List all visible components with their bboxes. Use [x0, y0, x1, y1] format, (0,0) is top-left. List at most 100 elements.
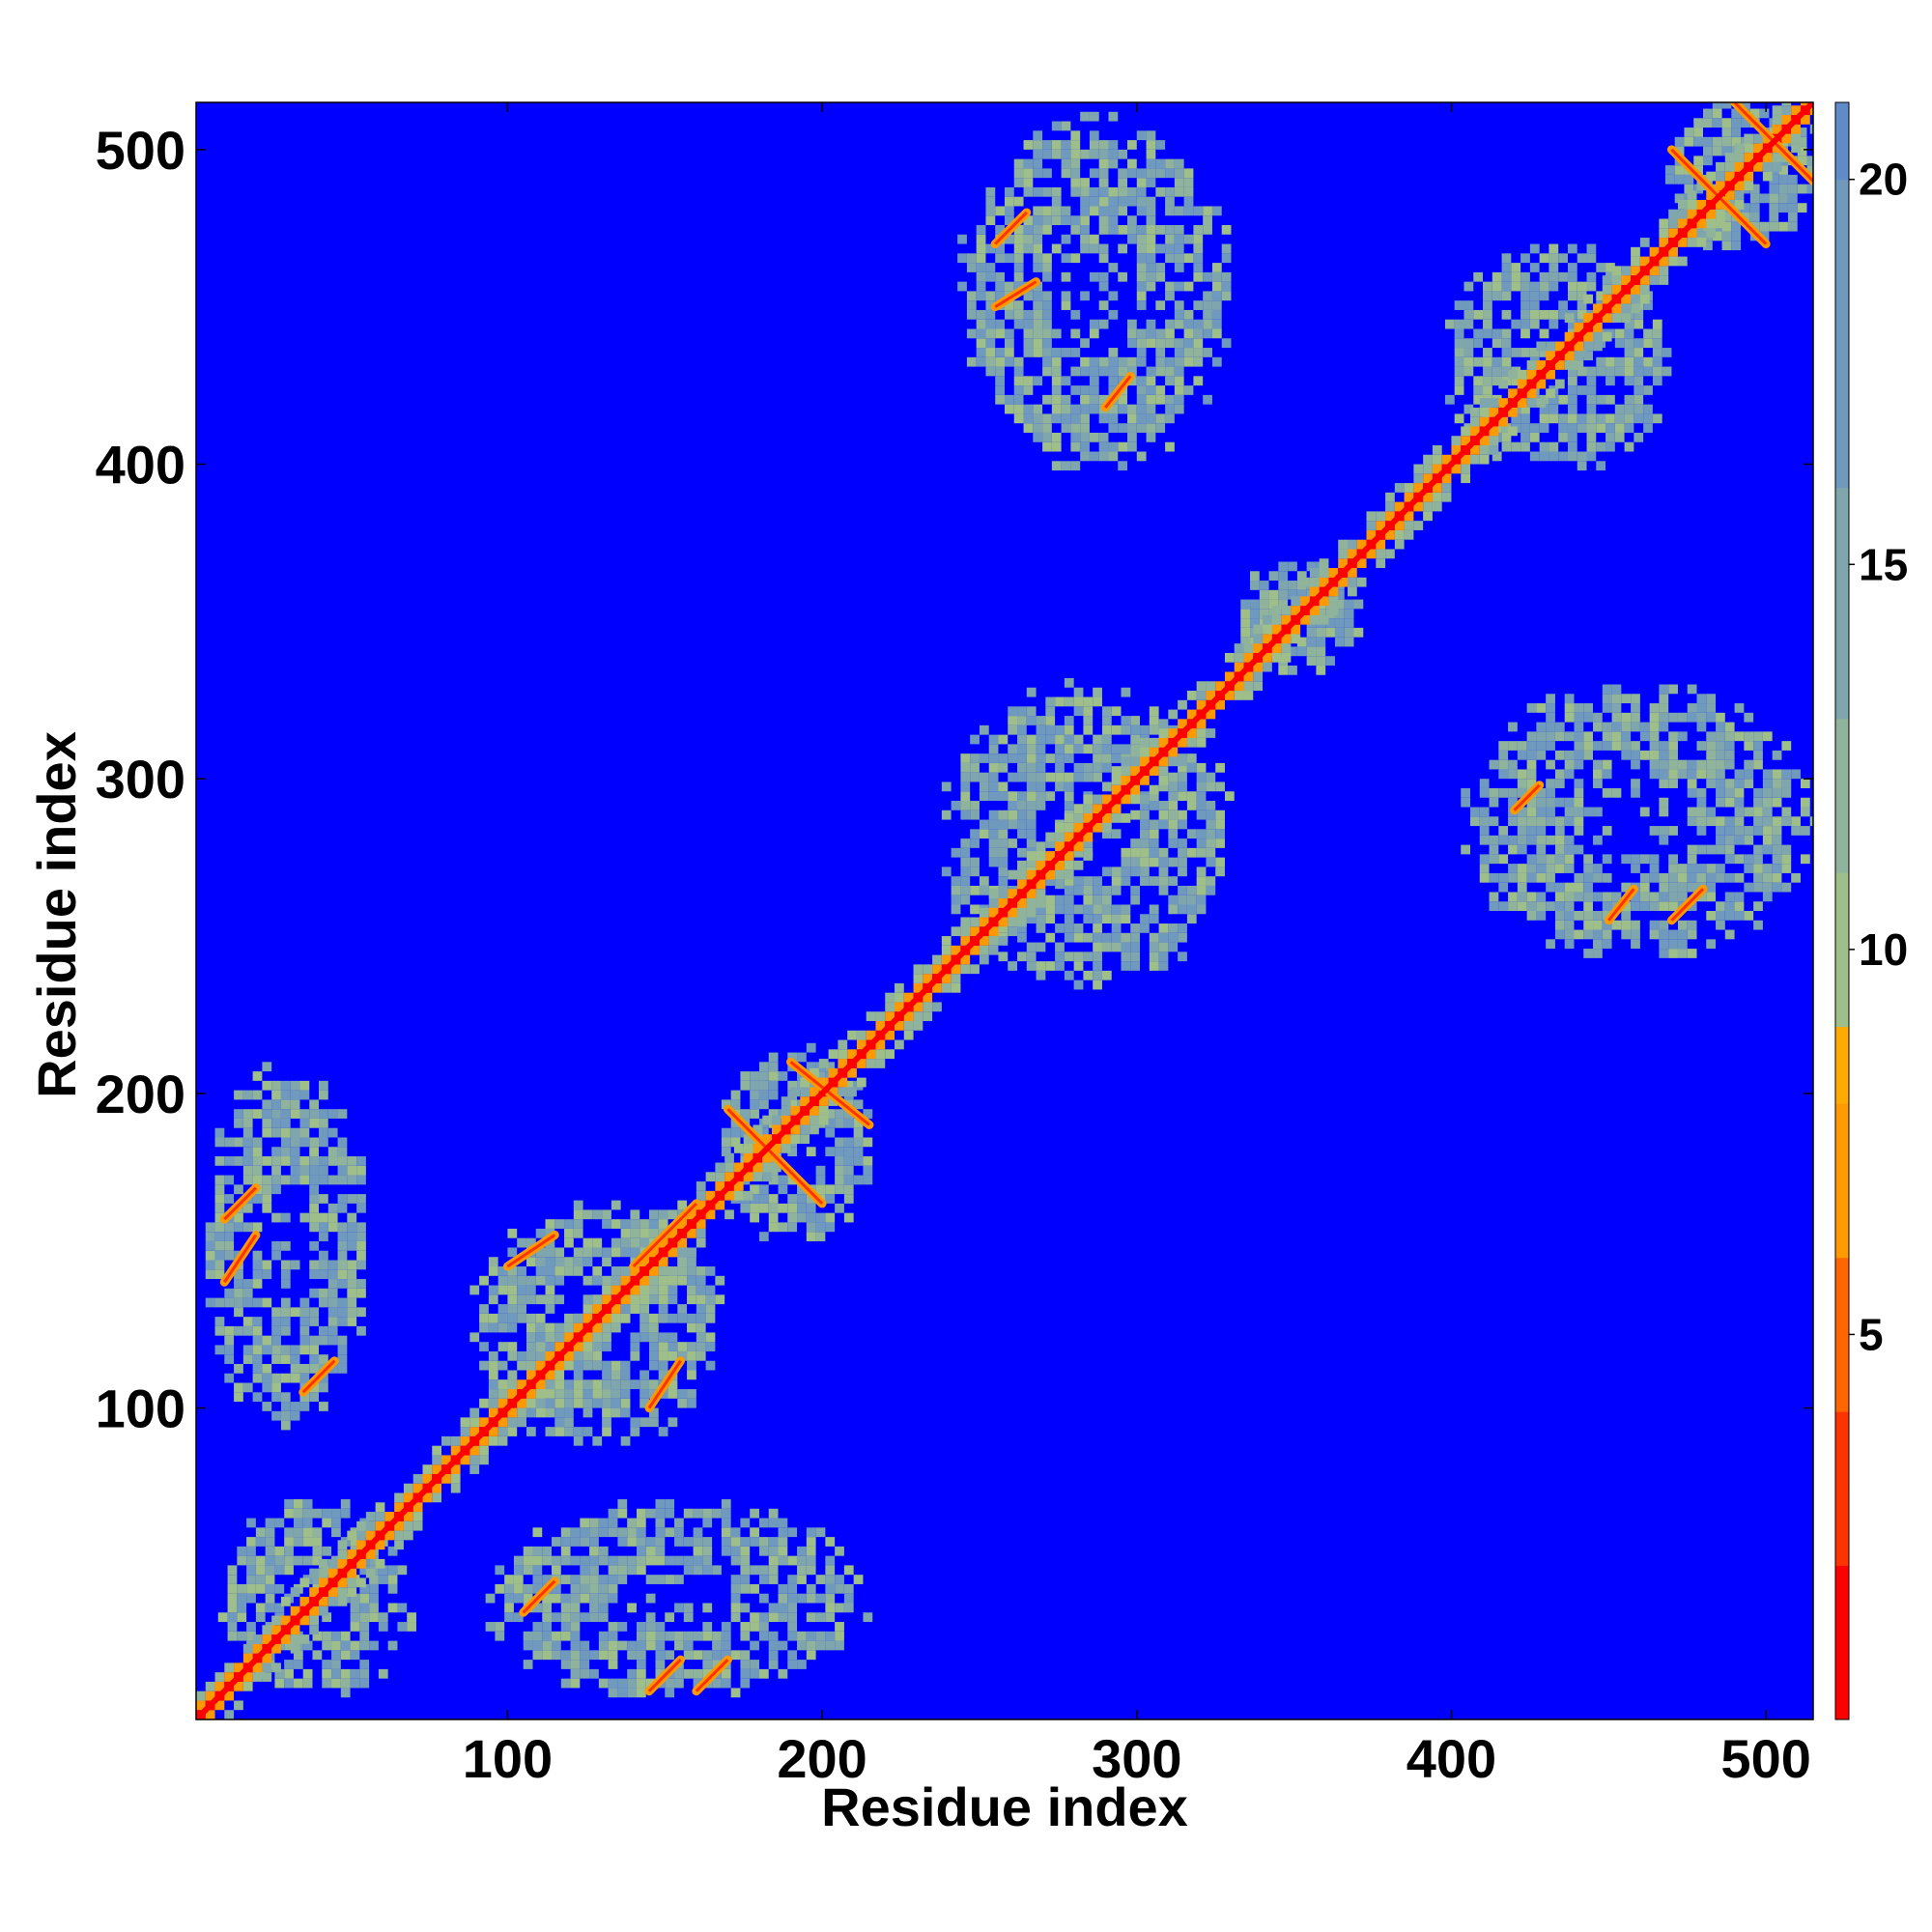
heatmap-cell	[1089, 140, 1099, 150]
heatmap-cell	[1108, 451, 1119, 462]
heatmap-cell	[1013, 319, 1024, 329]
heatmap-cell	[976, 309, 986, 320]
heatmap-cell	[224, 1232, 235, 1241]
heatmap-cell	[1008, 772, 1018, 782]
heatmap-cell	[554, 1294, 565, 1305]
heatmap-cell	[800, 1115, 810, 1125]
heatmap-cell	[1196, 895, 1207, 905]
heatmap-cell	[620, 1237, 631, 1248]
colorbar-segment	[1835, 1642, 1849, 1682]
colorbar-segment	[1835, 1681, 1849, 1720]
heatmap-cell	[1554, 929, 1565, 940]
heatmap-cell	[658, 1370, 668, 1380]
heatmap-cell	[592, 1379, 603, 1390]
heatmap-cell	[702, 1518, 713, 1528]
heatmap-cell	[1042, 168, 1052, 179]
heatmap-cell	[797, 1203, 807, 1213]
heatmap-cell	[768, 1640, 779, 1651]
heatmap-cell	[645, 1612, 656, 1623]
heatmap-cell	[1196, 691, 1207, 700]
heatmap-cell	[740, 1537, 751, 1547]
heatmap-cell	[639, 1304, 649, 1314]
heatmap-cell	[1083, 832, 1094, 842]
heatmap-cell	[1744, 864, 1754, 873]
heatmap-cell	[825, 1575, 836, 1584]
heatmap-cell	[677, 1257, 688, 1267]
heatmap-cell	[242, 1288, 253, 1298]
heatmap-cell	[507, 1389, 518, 1399]
heatmap-cell	[227, 1565, 238, 1576]
heatmap-cell	[1036, 724, 1046, 735]
heatmap-cell	[327, 1279, 338, 1289]
heatmap-cell	[740, 1203, 751, 1213]
heatmap-cell	[1687, 872, 1697, 883]
heatmap-cell	[299, 1109, 310, 1119]
heatmap-cell	[1055, 952, 1065, 962]
heatmap-cell	[554, 1322, 565, 1333]
heatmap-cell	[1215, 829, 1225, 839]
heatmap-cell	[1574, 911, 1584, 921]
heatmap-cell	[903, 1011, 914, 1021]
heatmap-cell	[1806, 184, 1813, 194]
heatmap-cell	[932, 982, 942, 993]
heatmap-cell	[1643, 404, 1653, 414]
heatmap-cell	[645, 1546, 656, 1556]
heatmap-cell	[479, 1417, 489, 1428]
heatmap-cell	[1108, 441, 1119, 452]
heatmap-cell	[1546, 835, 1555, 845]
heatmap-cell	[378, 1565, 388, 1576]
heatmap-cell	[271, 1090, 281, 1100]
heatmap-cell	[750, 1622, 759, 1632]
heatmap-cell	[1564, 712, 1575, 723]
heatmap-cell	[1724, 835, 1735, 845]
heatmap-cell	[1158, 737, 1169, 748]
heatmap-cell	[302, 1499, 313, 1509]
heatmap-cell	[810, 1067, 819, 1078]
heatmap-cell	[237, 1546, 247, 1556]
heatmap-cell	[545, 1398, 555, 1408]
heatmap-cell	[1366, 521, 1377, 530]
heatmap-cell	[743, 1152, 753, 1163]
heatmap-cell	[1306, 656, 1317, 666]
heatmap-cell	[1108, 291, 1119, 301]
strand-contact-core	[1670, 888, 1705, 922]
heatmap-cell	[327, 1175, 338, 1185]
heatmap-cell	[1772, 787, 1782, 798]
heatmap-cell	[570, 1603, 581, 1613]
heatmap-cell	[526, 1285, 536, 1295]
heatmap-cell	[835, 1622, 844, 1632]
heatmap-cell	[1051, 121, 1062, 131]
heatmap-cell	[1234, 652, 1244, 663]
heatmap-cell	[1668, 854, 1678, 865]
heatmap-cell	[441, 1435, 451, 1446]
heatmap-cell	[1211, 300, 1222, 310]
heatmap-cell	[730, 1090, 741, 1100]
heatmap-cell	[617, 1678, 628, 1689]
heatmap-cell	[970, 945, 980, 955]
heatmap-cell	[327, 1269, 338, 1280]
heatmap-cell	[730, 1575, 741, 1584]
heatmap-cell	[246, 1583, 256, 1594]
heatmap-cell	[923, 1011, 933, 1021]
heatmap-cell	[1529, 263, 1540, 272]
heatmap-cell	[966, 356, 977, 367]
heatmap-cell	[309, 1175, 320, 1185]
heatmap-cell	[979, 753, 989, 763]
heatmap-cell	[573, 1313, 583, 1323]
heatmap-cell	[469, 1445, 480, 1456]
heatmap-cell	[1611, 731, 1622, 742]
heatmap-cell	[1070, 404, 1081, 414]
heatmap-cell	[1611, 313, 1622, 323]
heatmap-cell	[1517, 892, 1527, 902]
heatmap-cell	[1080, 111, 1090, 122]
heatmap-cell	[580, 1565, 590, 1576]
heatmap-cell	[1093, 822, 1102, 833]
heatmap-cell	[730, 1612, 741, 1623]
heatmap-cell	[488, 1370, 498, 1380]
heatmap-cell	[542, 1622, 553, 1632]
heatmap-cell	[1800, 102, 1810, 106]
heatmap-cell	[1483, 328, 1492, 339]
heatmap-cell	[1394, 501, 1405, 512]
heatmap-cell	[1668, 741, 1678, 751]
heatmap-cell	[246, 1537, 256, 1547]
